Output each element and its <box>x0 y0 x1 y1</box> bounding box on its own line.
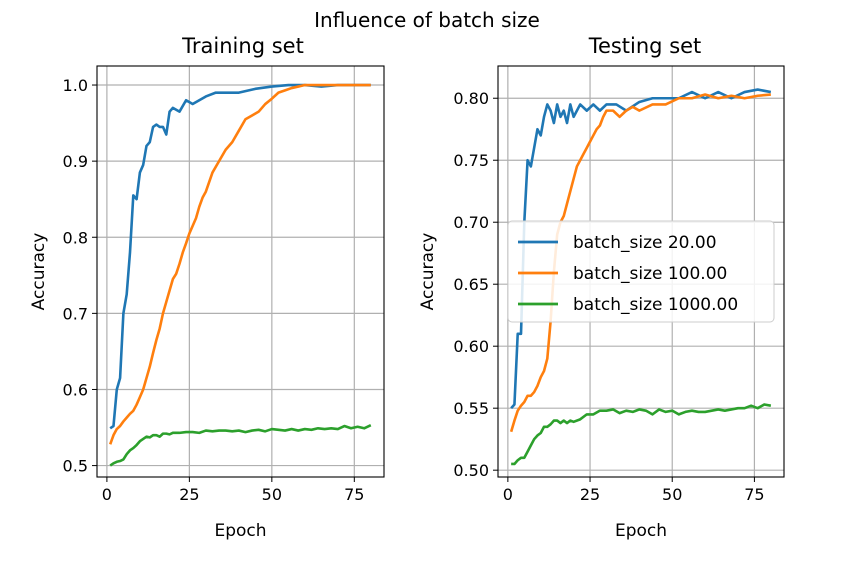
y-tick-label: 0.8 <box>63 228 88 247</box>
y-tick-label: 0.55 <box>453 399 489 418</box>
y-tick-label: 0.7 <box>63 304 88 323</box>
y-axis-label: Accuracy <box>418 233 438 311</box>
x-tick-label: 0 <box>503 485 513 504</box>
x-tick-label: 75 <box>744 485 764 504</box>
series-line-0 <box>510 88 772 410</box>
y-tick-label: 1.0 <box>63 76 88 95</box>
x-tick-label: 25 <box>580 485 600 504</box>
y-tick-label: 0.70 <box>453 213 489 232</box>
x-axis-label: Epoch <box>615 521 667 541</box>
y-tick-label: 0.80 <box>453 89 489 108</box>
y-tick-label: 0.9 <box>63 152 88 171</box>
x-tick-label: 50 <box>662 485 682 504</box>
x-tick-label: 25 <box>179 485 199 504</box>
y-axis-label: Accuracy <box>29 233 49 311</box>
x-tick-label: 0 <box>102 485 112 504</box>
plot-frame <box>96 65 385 478</box>
x-tick-label: 50 <box>262 485 282 504</box>
plot-frame <box>497 65 785 478</box>
legend-box <box>507 220 775 323</box>
series-line-0 <box>109 83 371 430</box>
y-tick-label: 0.60 <box>453 337 489 356</box>
series-line-1 <box>108 83 371 445</box>
legend: batch_size 20.00 batch_size 100.00 batch_s… <box>507 220 775 323</box>
x-tick-label: 75 <box>344 485 364 504</box>
legend-entry-label: batch_size 100.00 <box>573 264 727 284</box>
y-tick-label: 0.75 <box>453 151 489 170</box>
panel-title: Training set <box>181 34 304 58</box>
y-tick-label: 0.5 <box>63 457 88 476</box>
training-set-panel: 0 25 50 75 0.5 0.6 0.7 0.8 0.9 1.0 Training set Epo… <box>29 34 385 541</box>
y-tick-label: 0.65 <box>453 275 489 294</box>
figure-title: Influence of batch size <box>314 8 540 32</box>
legend-entry-label: batch_size 20.00 <box>573 233 717 253</box>
series-line-1 <box>509 93 771 433</box>
y-tick-label: 0.6 <box>63 380 88 399</box>
series-line-2 <box>511 403 772 466</box>
x-axis-label: Epoch <box>214 521 266 541</box>
legend-entry-label: batch_size 1000.00 <box>573 295 738 315</box>
series-line-2 <box>109 424 372 467</box>
y-tick-label: 0.50 <box>453 461 489 480</box>
panel-title: Testing set <box>588 34 702 58</box>
